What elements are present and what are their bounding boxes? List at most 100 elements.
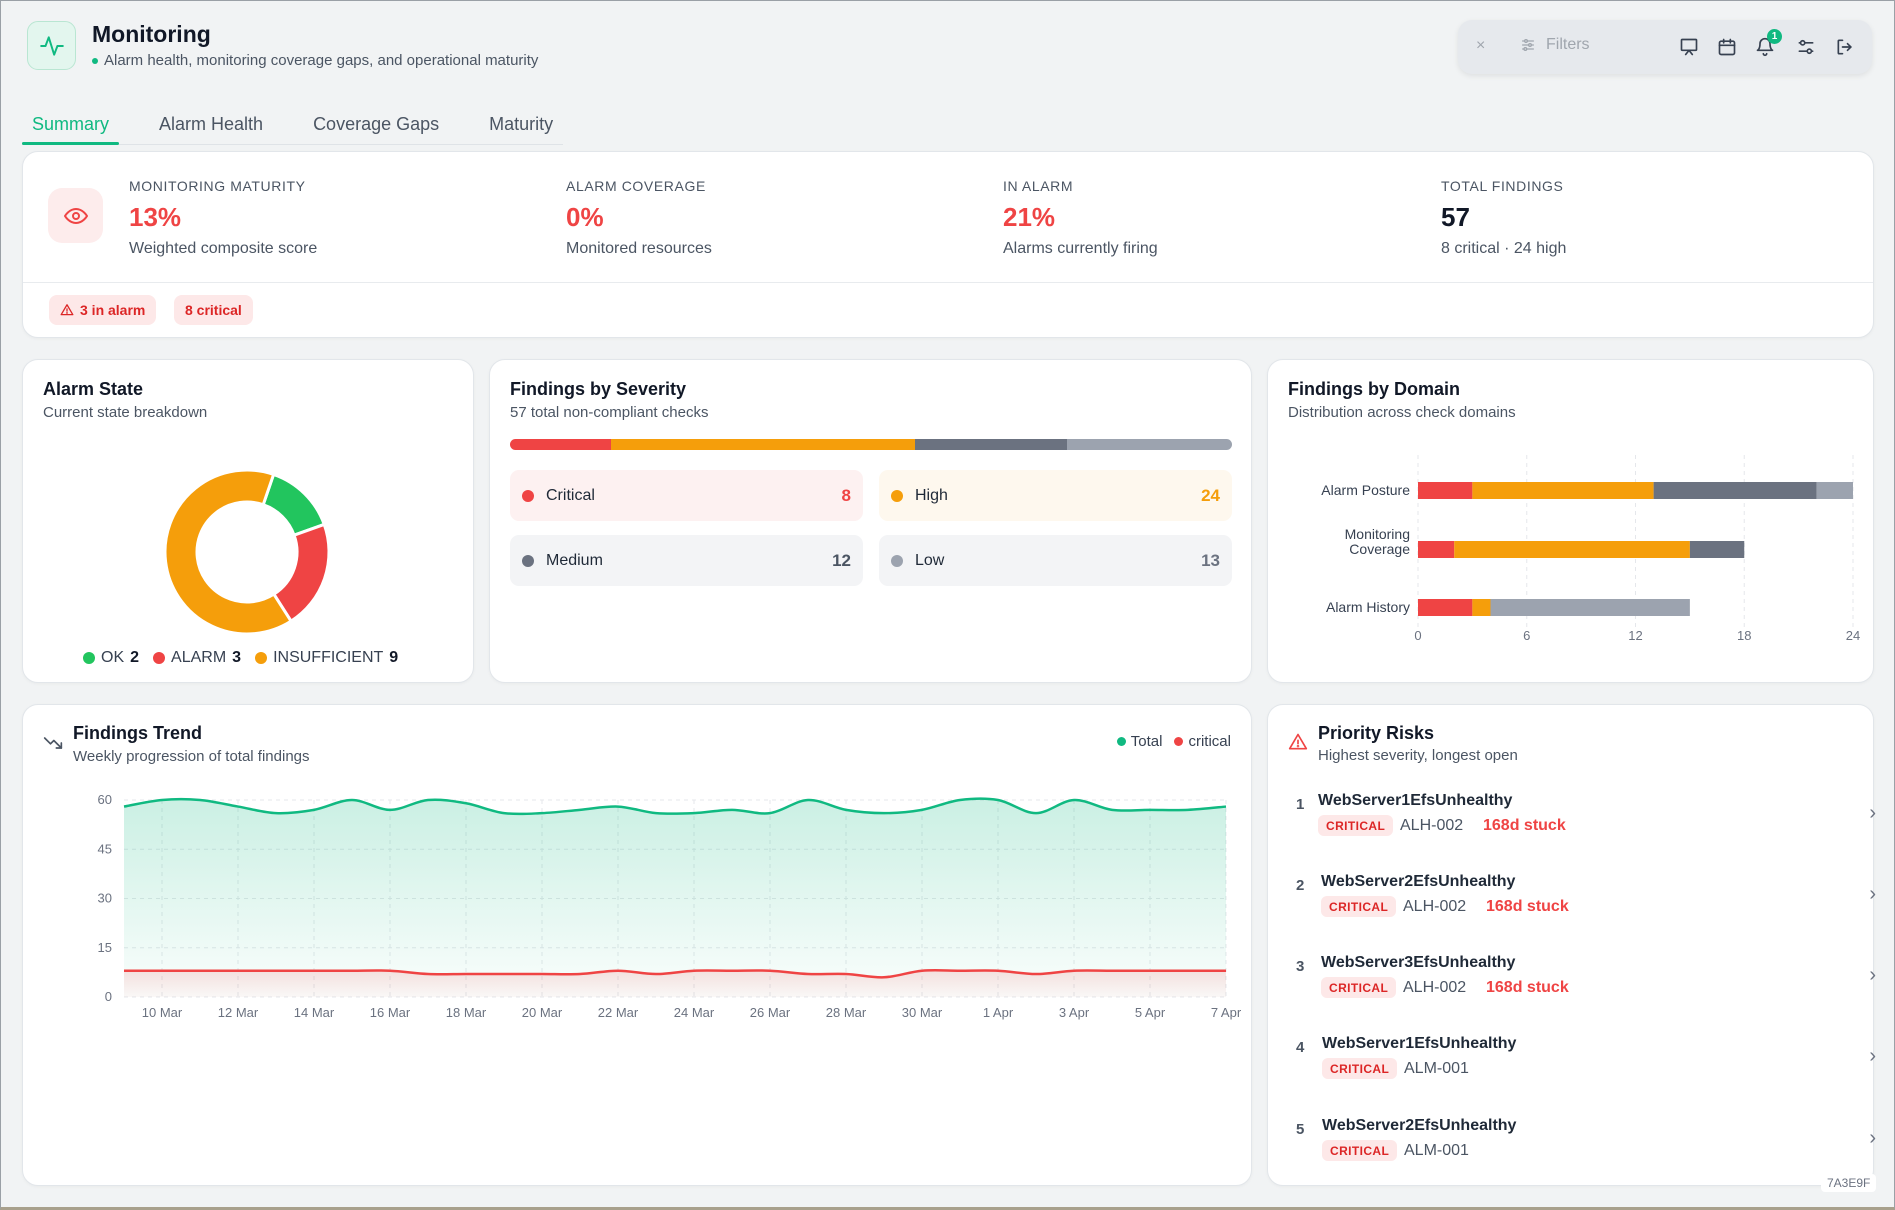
risk-name: WebServer2EfsUnhealthy (1322, 1117, 1517, 1134)
x-tick-label: 5 Apr (1135, 1005, 1166, 1020)
domain-bar-medium[interactable] (1689, 541, 1745, 558)
domain-bar-high[interactable] (1454, 541, 1690, 558)
risk-code: ALM-001 (1404, 1142, 1469, 1159)
severity-label: High (915, 486, 948, 504)
domain-bar-critical[interactable] (1418, 599, 1473, 616)
risk-rank: 1 (1296, 796, 1305, 813)
kpi-label: ALARM COVERAGE (566, 178, 706, 194)
severity-high[interactable]: High 24 (879, 470, 1232, 521)
warning-icon (60, 304, 74, 316)
risk-item[interactable]: 2 WebServer2EfsUnhealthy CRITICAL ALH-00… (1296, 869, 1876, 933)
domain-bar-low[interactable] (1816, 482, 1853, 499)
priority-risks-card: Priority Risks Highest severity, longest… (1267, 704, 1876, 1186)
domain-bar-medium[interactable] (1653, 482, 1817, 499)
severity-medium[interactable]: Medium 12 (510, 535, 863, 586)
kpi-label: IN ALARM (1003, 178, 1074, 194)
tab-summary[interactable]: Summary (21, 111, 120, 145)
tab-maturity[interactable]: Maturity (489, 114, 554, 134)
tab-alarm-health[interactable]: Alarm Health (159, 114, 264, 134)
legend-alarm: ALARM 3 (153, 649, 241, 667)
series-line-critical (123, 969, 1226, 979)
presentation-icon[interactable] (1677, 35, 1701, 59)
clear-filters-button[interactable]: × (1476, 37, 1486, 54)
legend-insufficient: INSUFFICIENT 9 (255, 649, 398, 667)
domain-bar-critical[interactable] (1418, 541, 1455, 558)
logout-icon[interactable] (1833, 35, 1857, 59)
severity-count: 13 (1201, 550, 1220, 570)
legend-dot (255, 652, 268, 664)
calendar-icon[interactable] (1715, 35, 1739, 59)
severity-segment-high (611, 439, 916, 450)
risk-item[interactable]: 4 WebServer1EfsUnhealthy CRITICAL ALM-00… (1296, 1031, 1876, 1095)
severity-dot (522, 554, 534, 567)
card-subtitle: 57 total non-compliant checks (510, 404, 709, 421)
risk-item[interactable]: 1 WebServer1EfsUnhealthy CRITICAL ALH-00… (1296, 788, 1876, 852)
legend-dot (153, 652, 166, 664)
trend-area-chart: 0 15 30 45 60 10 Mar 12 Mar 14 Mar 16 Mar 18 Mar 2… (98, 792, 1242, 1020)
severity-critical[interactable]: Critical 8 (510, 470, 863, 521)
donut-slice-ok[interactable] (261, 472, 327, 538)
bell-icon[interactable]: 1 (1753, 29, 1782, 59)
severity-dot (891, 554, 903, 567)
legend-dot (1174, 737, 1184, 746)
severity-segment-low (1067, 439, 1232, 450)
severity-low[interactable]: Low 13 (879, 535, 1232, 586)
x-tick-label: 10 Mar (142, 1005, 183, 1020)
severity-badge: CRITICAL (1322, 1058, 1398, 1079)
severity-label: Medium (546, 551, 603, 569)
kpi-monitoring-maturity: MONITORING MATURITY 13% Weighted composi… (129, 178, 317, 258)
chevron-right-icon: › (1869, 964, 1876, 986)
kpi-value: 21% (1003, 202, 1056, 232)
y-tick-label: 45 (98, 841, 112, 856)
donut-slice-insufficient[interactable] (163, 468, 294, 636)
x-tick-label: 20 Mar (522, 1005, 563, 1020)
domain-bar-high[interactable] (1472, 482, 1654, 499)
y-tick-label: Monitoring Coverage (1345, 526, 1411, 557)
page-title: Monitoring (92, 21, 211, 47)
risk-name: WebServer3EfsUnhealthy (1321, 954, 1516, 971)
y-tick-label: 0 (105, 989, 112, 1004)
y-tick-label: Alarm Posture (1321, 482, 1410, 498)
risk-item[interactable]: 5 WebServer2EfsUnhealthy CRITICAL ALM-00… (1296, 1113, 1876, 1177)
critical-pill-label: 8 critical (185, 302, 242, 318)
kpi-total-findings: TOTAL FINDINGS 57 8 critical · 24 high (1441, 178, 1566, 258)
domain-bar-critical[interactable] (1418, 482, 1473, 499)
x-tick-label: 3 Apr (1059, 1005, 1090, 1020)
filters-button[interactable]: Filters (1520, 36, 1590, 54)
page-subtitle-text: Alarm health, monitoring coverage gaps, … (104, 52, 539, 69)
y-tick-label: 30 (98, 891, 112, 906)
tab-coverage-gaps[interactable]: Coverage Gaps (313, 114, 440, 134)
y-tick-label: Alarm History (1326, 599, 1410, 615)
severity-dot (522, 489, 534, 502)
risk-name: WebServer2EfsUnhealthy (1321, 873, 1516, 890)
risk-code: ALH-002 (1403, 979, 1467, 996)
trend-card: Findings Trend Weekly progression of tot… (22, 704, 1252, 1186)
legend-label: OK (101, 649, 125, 666)
domain-bar-low[interactable] (1490, 599, 1690, 616)
risk-item[interactable]: 3 WebServer3EfsUnhealthy CRITICAL ALH-00… (1296, 950, 1876, 1014)
toolbar: × Filters 1 (1458, 20, 1872, 74)
kpi-alarm-coverage: ALARM COVERAGE 0% Monitored resources (566, 178, 712, 258)
in-alarm-pill[interactable]: 3 in alarm (49, 295, 157, 325)
risk-rank: 3 (1296, 958, 1305, 975)
chevron-right-icon: › (1869, 883, 1876, 905)
critical-pill[interactable]: 8 critical (174, 295, 253, 325)
kpi-in-alarm: IN ALARM 21% Alarms currently firing (1003, 178, 1158, 258)
kpi-value: 13% (129, 202, 182, 232)
card-subtitle: Highest severity, longest open (1318, 747, 1518, 764)
x-tick-label: 0 (1414, 628, 1421, 643)
x-tick-label: 22 Mar (598, 1005, 639, 1020)
legend-count: 3 (232, 649, 242, 666)
risk-stuck: 168d stuck (1483, 817, 1566, 834)
domain-bar-chart: 0 6 12 18 24 Alarm Posture Monitoring Coverage A… (1321, 455, 1860, 643)
settings-toggle-icon[interactable] (1794, 35, 1818, 59)
alarm-state-card: Alarm State Current state breakdown OK 2 … (22, 359, 474, 683)
severity-label: Critical (546, 486, 595, 504)
domain-bar-high[interactable] (1472, 599, 1491, 616)
legend-label: ALARM (171, 649, 227, 666)
kpi-sub: Monitored resources (566, 240, 712, 257)
divider (23, 282, 1873, 283)
x-tick-label: 18 Mar (446, 1005, 487, 1020)
risk-rank: 5 (1296, 1121, 1305, 1138)
